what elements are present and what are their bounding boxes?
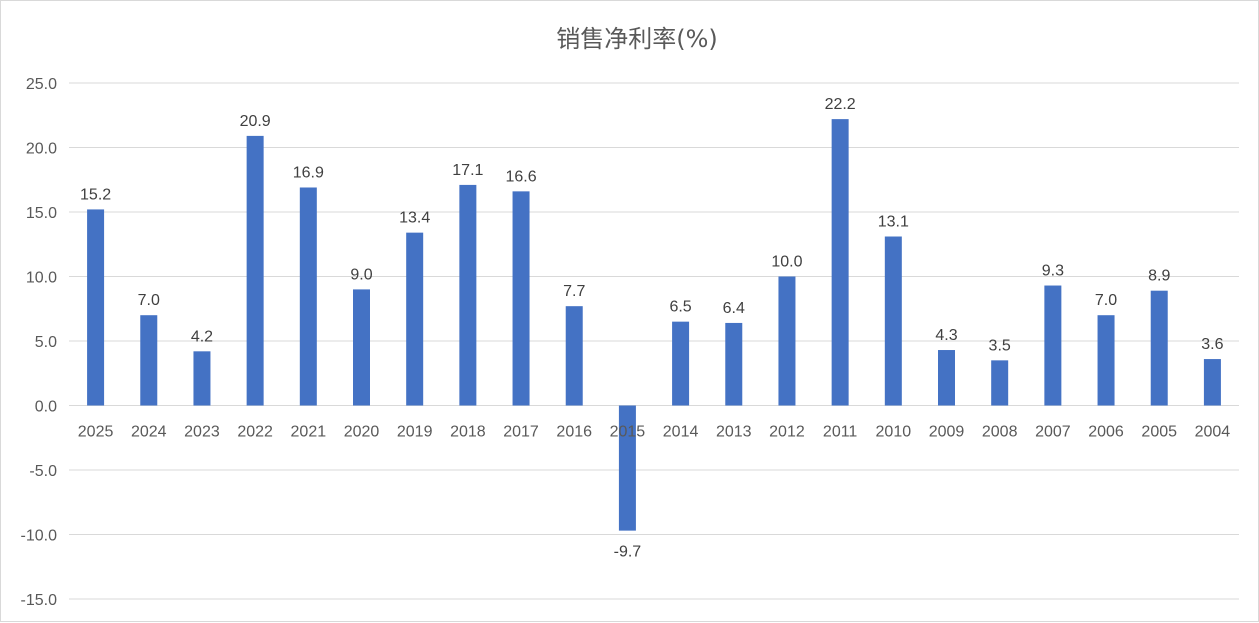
data-label: 9.0	[350, 266, 372, 283]
x-tick-label: 2015	[610, 424, 646, 441]
data-label: 16.6	[505, 168, 536, 185]
y-tick-label: 10.0	[26, 270, 57, 287]
y-tick-label: 15.0	[26, 205, 57, 222]
data-label: 3.6	[1201, 336, 1223, 353]
x-tick-label: 2013	[716, 424, 752, 441]
x-tick-label: 2021	[291, 424, 327, 441]
y-tick-label: -5.0	[29, 463, 57, 480]
data-label: 16.9	[293, 164, 324, 181]
x-tick-label: 2012	[769, 424, 805, 441]
bar	[1203, 359, 1221, 406]
x-tick-label: 2007	[1035, 424, 1071, 441]
bar	[193, 351, 211, 406]
data-label: 4.3	[935, 327, 957, 344]
data-label: -9.7	[614, 544, 642, 561]
bars	[87, 119, 1221, 531]
data-label: 9.3	[1042, 263, 1064, 280]
bar	[1044, 285, 1062, 406]
data-label: 17.1	[452, 162, 483, 179]
bar	[459, 184, 477, 406]
data-label: 22.2	[825, 96, 856, 113]
data-label: 10.0	[771, 254, 802, 271]
x-tick-label: 2004	[1195, 424, 1231, 441]
chart-title: 销售净利率(%)	[556, 25, 718, 53]
x-tick-label: 2014	[663, 424, 699, 441]
bar	[87, 209, 105, 406]
bar	[406, 232, 424, 406]
y-tick-label: 20.0	[26, 141, 57, 158]
bar	[618, 405, 636, 531]
data-label: 15.2	[80, 186, 111, 203]
y-tick-label: 0.0	[35, 399, 57, 416]
gridlines	[69, 82, 1239, 600]
bar	[884, 236, 902, 406]
y-tick-label: 25.0	[26, 76, 57, 93]
x-axis-ticks: 2025 2024 2023 2022 2021 2020 2019 2018 2017 2016…	[78, 424, 1231, 441]
data-label: 7.0	[1095, 292, 1117, 309]
bar	[991, 360, 1009, 406]
bar	[1150, 290, 1168, 406]
data-label: 8.9	[1148, 268, 1170, 285]
x-tick-label: 2017	[503, 424, 539, 441]
data-label: 13.4	[399, 210, 430, 227]
bar	[938, 350, 955, 406]
y-tick-label: -10.0	[21, 528, 58, 545]
x-tick-label: 2025	[78, 424, 114, 441]
data-label: 3.5	[989, 337, 1011, 354]
data-label: 7.7	[563, 283, 585, 300]
bar	[1097, 315, 1115, 406]
bar	[512, 191, 530, 406]
data-label: 6.4	[723, 300, 745, 317]
data-label: 7.0	[138, 292, 160, 309]
bar	[672, 321, 690, 406]
bar	[778, 276, 796, 406]
x-tick-label: 2022	[237, 424, 273, 441]
x-tick-label: 2006	[1088, 424, 1124, 441]
bar	[565, 306, 583, 406]
bar	[725, 322, 743, 406]
bar	[831, 119, 849, 406]
x-tick-label: 2024	[131, 424, 167, 441]
x-tick-label: 2018	[450, 424, 486, 441]
y-tick-label: -15.0	[21, 592, 58, 609]
x-tick-label: 2023	[184, 424, 220, 441]
y-tick-label: 5.0	[35, 334, 57, 351]
data-label: 6.5	[669, 299, 691, 316]
x-tick-label: 2009	[929, 424, 965, 441]
x-tick-label: 2020	[344, 424, 380, 441]
data-labels: 15.2 7.0 4.2 20.9 16.9 9.0 13.4 17.1 16.6 7.7 -9.7…	[80, 96, 1224, 561]
data-label: 20.9	[240, 113, 271, 130]
bar	[299, 187, 317, 406]
x-tick-label: 2008	[982, 424, 1018, 441]
x-tick-label: 2019	[397, 424, 433, 441]
x-tick-label: 2011	[823, 424, 858, 441]
x-tick-label: 2010	[876, 424, 912, 441]
x-tick-label: 2016	[556, 424, 592, 441]
y-axis-ticks: 25.0 20.0 15.0 10.0 5.0 0.0 -5.0 -10.0 -15.0	[21, 76, 58, 609]
bar	[246, 135, 264, 406]
bar	[353, 289, 370, 406]
data-label: 4.2	[191, 328, 213, 345]
data-label: 13.1	[878, 214, 909, 231]
x-tick-label: 2005	[1141, 424, 1177, 441]
bar	[140, 315, 158, 406]
